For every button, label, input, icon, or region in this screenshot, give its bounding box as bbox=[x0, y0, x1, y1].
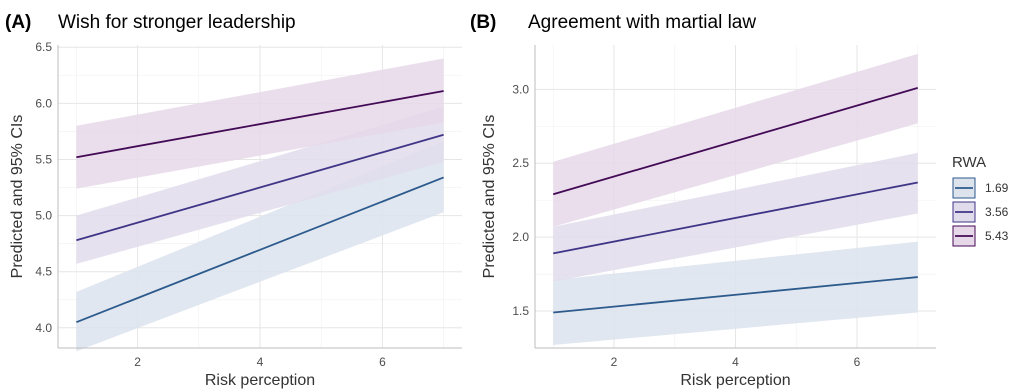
series-line-5.43 bbox=[552, 86, 919, 196]
y-tick-label: 4.5 bbox=[35, 265, 52, 279]
x-axis-title: Risk perception bbox=[680, 372, 790, 389]
y-tick-label: 6.5 bbox=[35, 40, 52, 54]
legend-title: RWA bbox=[952, 154, 986, 171]
panel-letter: (B) bbox=[470, 12, 496, 33]
x-tick-label: 4 bbox=[732, 355, 739, 369]
x-tick-label: 2 bbox=[134, 355, 141, 369]
x-tick-label: 4 bbox=[257, 355, 264, 369]
panel-letter: (A) bbox=[5, 12, 31, 33]
series-line-5.43 bbox=[76, 90, 444, 159]
chart-title: Wish for stronger leadership bbox=[58, 12, 296, 33]
legend-label: 3.56 bbox=[985, 205, 1009, 219]
y-axis-title: Predicted and 95% CIs bbox=[481, 115, 498, 279]
y-tick-label: 3.0 bbox=[512, 82, 529, 96]
series-line-3.56 bbox=[76, 133, 444, 242]
x-axis-title: Risk perception bbox=[205, 372, 315, 389]
x-tick-label: 2 bbox=[611, 355, 618, 369]
x-tick-label: 6 bbox=[854, 355, 861, 369]
y-tick-label: 4.0 bbox=[35, 321, 52, 335]
y-tick-label: 5.5 bbox=[35, 152, 52, 166]
ci-band-3.56 bbox=[76, 106, 444, 264]
x-tick-label: 6 bbox=[379, 355, 386, 369]
panel-a: 2 4 6 4.0 4.5 5.0 5.5 6.0 6.5 Risk perception Pred… bbox=[5, 12, 462, 389]
legend-label: 5.43 bbox=[985, 229, 1009, 243]
series-line-1.69 bbox=[553, 276, 918, 314]
ci-band-1.69 bbox=[76, 141, 444, 352]
y-tick-label: 1.5 bbox=[512, 304, 529, 318]
legend: RWA 1.69 3.56 5.43 bbox=[952, 154, 1009, 247]
y-tick-label: 2.5 bbox=[512, 156, 529, 170]
y-tick-label: 2.0 bbox=[512, 230, 529, 244]
series-line-1.69 bbox=[76, 176, 444, 324]
series-line-3.56 bbox=[553, 181, 918, 255]
panel-b: 2 4 6 1.5 2.0 2.5 3.0 Risk perception Predicted … bbox=[470, 12, 936, 389]
y-axis-title: Predicted and 95% CIs bbox=[9, 115, 26, 279]
ci-band-1.69 bbox=[553, 241, 918, 346]
legend-label: 1.69 bbox=[985, 181, 1009, 195]
y-tick-label: 5.0 bbox=[35, 209, 52, 223]
chart-title: Agreement with martial law bbox=[528, 12, 756, 33]
y-tick-label: 6.0 bbox=[35, 96, 52, 110]
